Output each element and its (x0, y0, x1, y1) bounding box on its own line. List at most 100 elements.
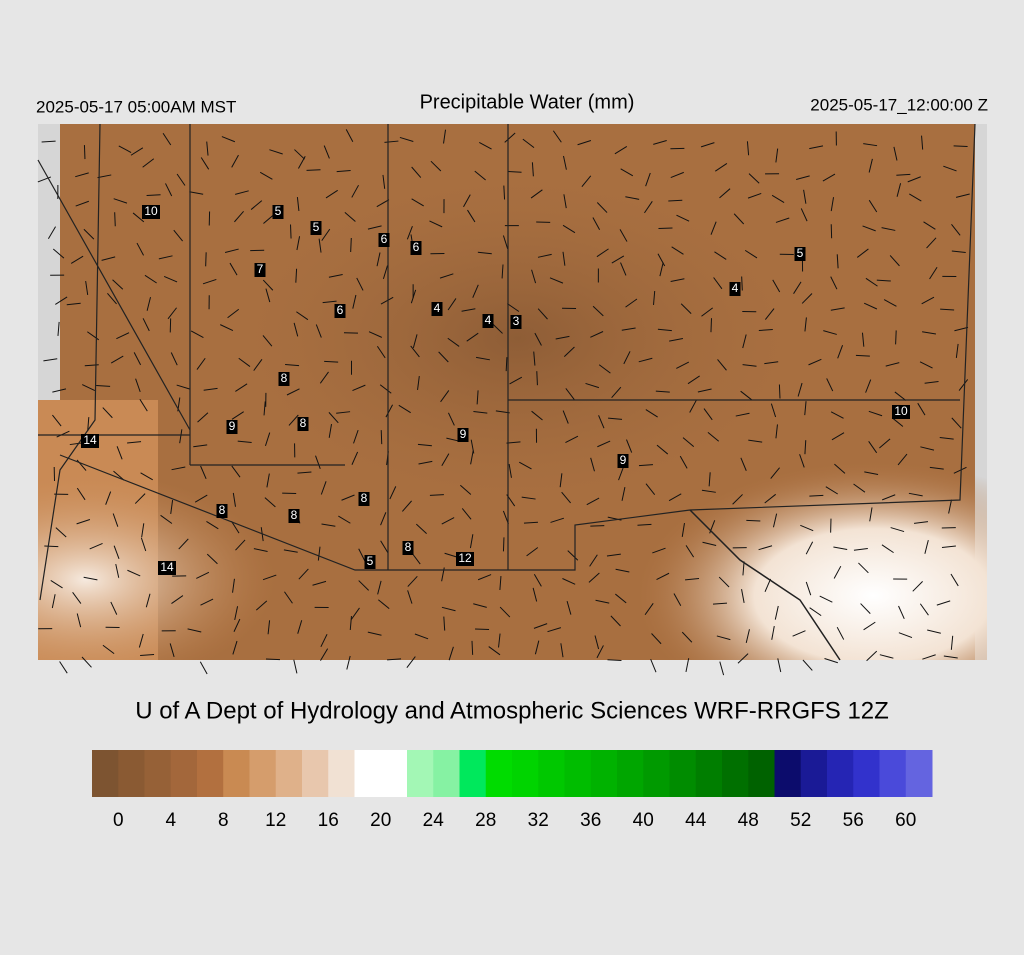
wind-barb (607, 660, 621, 661)
colorbar-swatch (617, 750, 644, 797)
colorbar-swatch (696, 750, 723, 797)
wind-barb (720, 662, 724, 675)
wind-barb (803, 660, 812, 670)
colorbar-tick-label: 20 (370, 810, 391, 831)
credit: U of A Dept of Hydrology and Atmospheric… (135, 697, 889, 724)
station-value: 6 (337, 303, 344, 317)
station-value: 4 (732, 281, 739, 295)
station-value: 14 (160, 560, 174, 574)
station-value: 12 (458, 551, 472, 565)
colorbar-tick-label: 52 (790, 810, 811, 831)
colorbar-tick-label: 4 (165, 810, 176, 831)
colorbar-tick-label: 48 (738, 810, 759, 831)
colorbar-tick-label: 60 (895, 810, 916, 831)
colorbar-tick-label: 12 (265, 810, 286, 831)
colorbar-tick-label: 16 (318, 810, 339, 831)
wind-barb (200, 662, 207, 674)
colorbar-tick-label: 36 (580, 810, 601, 831)
station-value: 8 (219, 503, 226, 517)
station-value: 5 (313, 220, 320, 234)
wind-barb (779, 385, 780, 399)
colorbar-swatch (302, 750, 329, 797)
wind-barb (503, 537, 504, 551)
colorbar-swatch (748, 750, 775, 797)
colorbar-tick-label: 24 (423, 810, 445, 831)
colorbar-swatch (591, 750, 618, 797)
wind-barb (266, 659, 280, 660)
colorbar-tick-label: 40 (633, 810, 654, 831)
valid-local: 2025-05-17 05:00AM MST (36, 97, 236, 116)
colorbar-tick-label: 44 (685, 810, 707, 831)
colorbar-swatch (486, 750, 513, 797)
colorbar-tick-label: 8 (218, 810, 229, 831)
colorbar-swatch (538, 750, 565, 797)
wind-barb (294, 660, 297, 674)
colorbar-swatch (643, 750, 670, 797)
colorbar-swatch (906, 750, 933, 797)
colorbar-swatch (171, 750, 198, 797)
wind-barb (44, 546, 58, 547)
station-value: 10 (144, 204, 158, 218)
station-value: 8 (361, 491, 368, 505)
wind-barb (668, 200, 682, 201)
colorbar-swatch (880, 750, 907, 797)
map-field (38, 124, 987, 660)
wind-barb (711, 318, 712, 332)
station-value: 6 (381, 232, 388, 246)
wind-barb (84, 145, 85, 159)
colorbar-swatch (276, 750, 303, 797)
wind-barb (115, 212, 116, 226)
wind-barb (60, 661, 68, 673)
station-value: 4 (485, 313, 492, 327)
colorbar-swatch (853, 750, 880, 797)
station-value: 8 (405, 540, 412, 554)
colorbar-swatch (801, 750, 828, 797)
colorbar-swatch (118, 750, 145, 797)
colorbar-swatch (512, 750, 539, 797)
wind-barb (742, 276, 743, 290)
wind-barb (472, 641, 473, 655)
station-value: 8 (281, 371, 288, 385)
colorbar-swatch (670, 750, 697, 797)
station-value: 6 (413, 240, 420, 254)
station-value: 4 (434, 301, 441, 315)
station-value: 5 (367, 554, 374, 568)
wind-barb (809, 495, 823, 496)
station-value: 3 (513, 314, 520, 328)
valid-utc: 2025-05-17_12:00:00 Z (810, 95, 988, 114)
colorbar-tick-label: 56 (843, 810, 864, 831)
station-value: 5 (275, 204, 282, 218)
colorbar-swatch (775, 750, 802, 797)
wind-barb (954, 146, 968, 147)
station-value: 9 (460, 427, 467, 441)
colorbar-tick-label: 32 (528, 810, 549, 831)
wind-barb (351, 238, 352, 252)
wind-barb (291, 225, 292, 239)
station-value: 10 (894, 404, 908, 418)
station-value: 9 (229, 419, 236, 433)
map-title: Precipitable Water (mm) (420, 91, 635, 113)
colorbar-swatch (460, 750, 487, 797)
wind-barb (686, 658, 689, 672)
colorbar-swatch (355, 750, 382, 797)
wind-barb (324, 361, 338, 362)
colorbar-swatch (827, 750, 854, 797)
station-value: 14 (83, 433, 97, 447)
colorbar-swatch (328, 750, 355, 797)
colorbar-swatch (407, 750, 434, 797)
wind-barb (778, 658, 781, 672)
colorbar-swatch (92, 750, 119, 797)
colorbar-swatch (145, 750, 172, 797)
colorbar-swatch (722, 750, 749, 797)
wind-barb (590, 526, 604, 527)
colorbar-tick-label: 28 (475, 810, 496, 831)
colorbar-swatch (565, 750, 592, 797)
colorbar-swatch (197, 750, 224, 797)
colorbar-swatch (381, 750, 408, 797)
station-value: 8 (291, 508, 298, 522)
station-value: 8 (300, 416, 307, 430)
